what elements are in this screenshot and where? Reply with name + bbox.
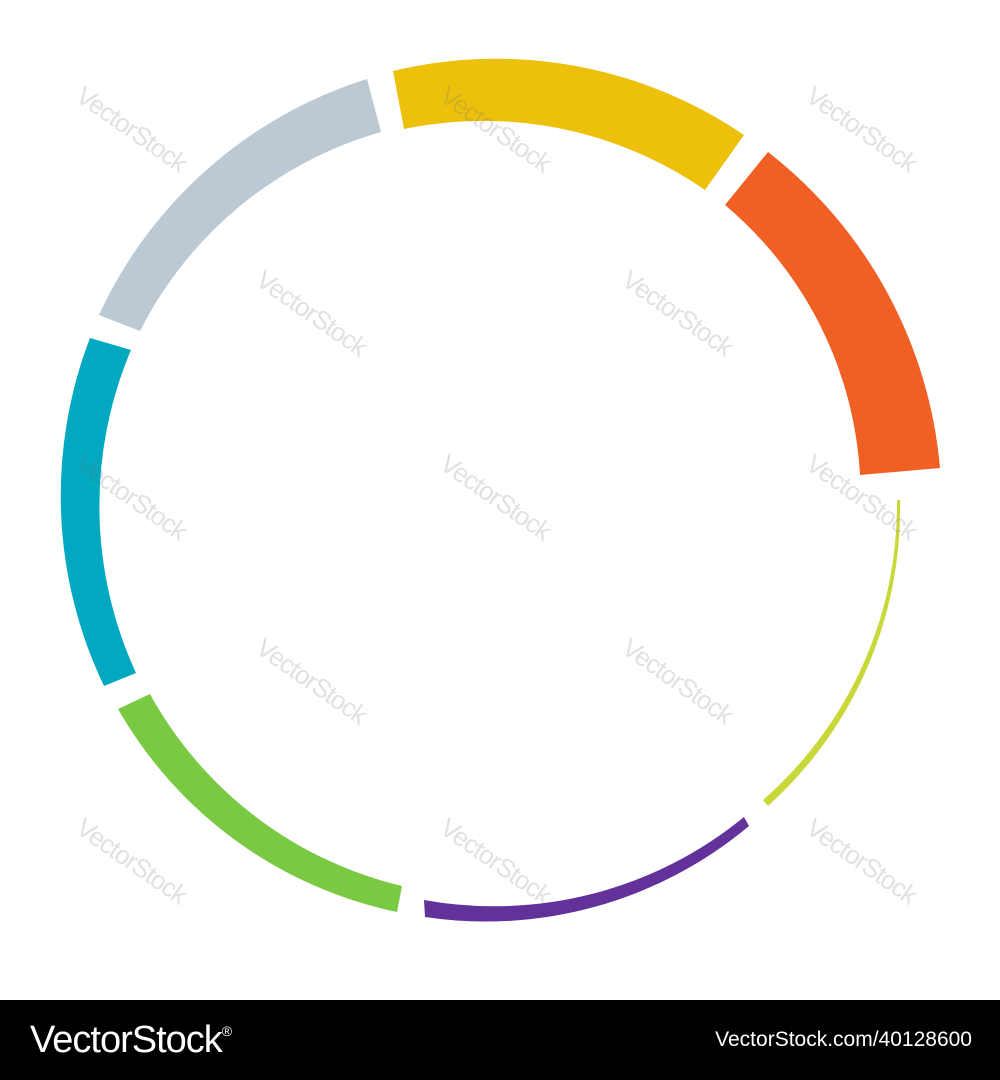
teal-segment	[60, 338, 136, 686]
registered-mark: ®	[221, 1022, 232, 1039]
logo-text: VectorStock	[30, 1018, 223, 1061]
lime-segment	[763, 500, 901, 806]
footer-bar: VectorStock® VectorStock.com/40128600	[0, 1000, 1000, 1080]
purple-segment	[424, 817, 749, 922]
orange-segment	[725, 152, 940, 475]
yellow-segment	[393, 58, 744, 191]
gray-segment	[99, 79, 381, 331]
segmented-ring	[60, 58, 940, 922]
vectorstock-logo[interactable]: VectorStock®	[30, 1018, 232, 1062]
green-segment	[118, 694, 402, 912]
image-id-label: VectorStock.com/40128600	[715, 1028, 972, 1051]
